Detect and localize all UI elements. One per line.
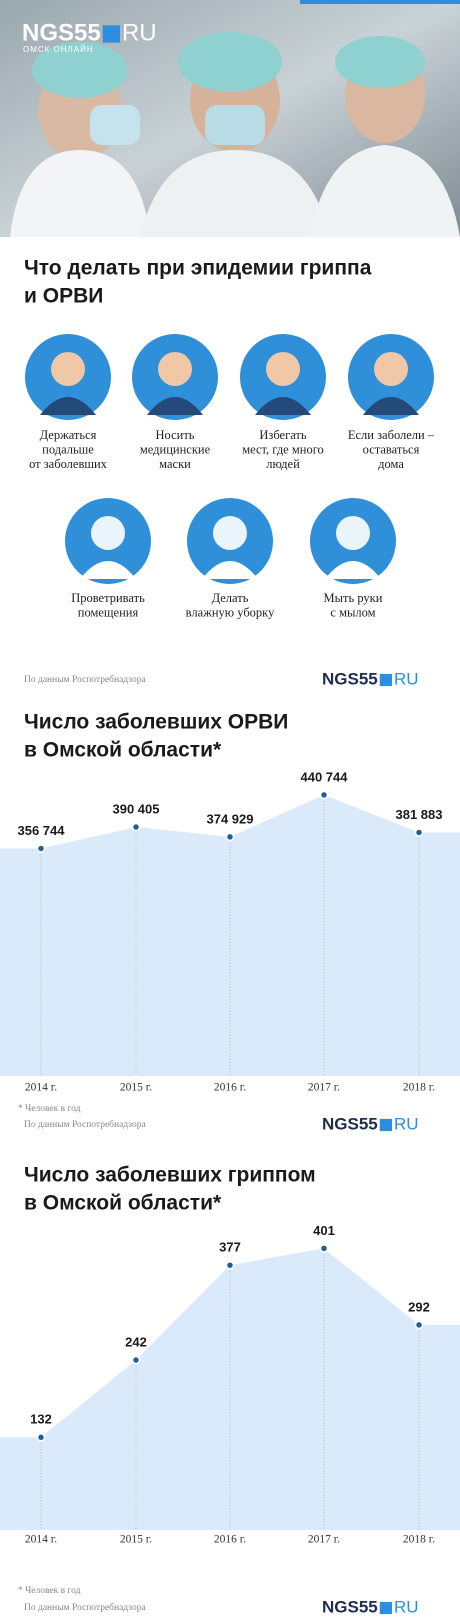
- value-label: 242: [125, 1334, 147, 1349]
- footnote: * Человек в год: [18, 1104, 81, 1114]
- x-tick-label: 2016 г.: [214, 1534, 246, 1546]
- value-label: 356 744: [18, 823, 66, 838]
- value-label: 374 929: [207, 811, 254, 826]
- tip-label: Если заболели –: [348, 428, 435, 442]
- tip-label: подальше: [42, 442, 94, 456]
- tip-icon-body: [255, 397, 311, 415]
- point: [319, 790, 329, 800]
- logo-main: NGS55: [322, 669, 378, 688]
- tip-icon-head: [91, 516, 125, 550]
- photo-figures: [10, 32, 460, 237]
- tip-icon-body: [80, 561, 136, 579]
- value-label: 440 744: [301, 769, 349, 784]
- tip-label: с мылом: [330, 605, 375, 619]
- logo-tagline: ОМСК ОНЛАЙН: [23, 45, 94, 54]
- tip-label: помещения: [78, 605, 139, 619]
- source-note: По данным Роспотребнадзора: [24, 674, 146, 685]
- point: [36, 1433, 46, 1442]
- x-tick-label: 2018 г.: [403, 1082, 435, 1094]
- chart-title: в Омской области*: [24, 1192, 222, 1215]
- tip-label: маски: [159, 457, 191, 471]
- tip-label: медицинские: [140, 442, 211, 456]
- chart-title: Число заболевших ОРВИ: [24, 711, 288, 734]
- section-title: Что делать при эпидемии гриппа: [24, 257, 372, 280]
- tip-label: людей: [266, 457, 300, 471]
- tip-label: Держаться: [40, 428, 97, 442]
- x-tick-label: 2016 г.: [214, 1082, 246, 1094]
- tip-icon-head: [213, 516, 247, 550]
- section-title: и ОРВИ: [24, 285, 103, 308]
- point: [414, 1320, 424, 1330]
- point: [131, 822, 141, 832]
- logo-square: [379, 1118, 392, 1132]
- footnote: * Человек в год: [18, 1586, 81, 1596]
- value-label: 377: [219, 1240, 241, 1255]
- logo-domain: RU: [122, 19, 157, 46]
- logo-main: NGS55: [322, 1114, 378, 1133]
- x-tick-label: 2014 г.: [25, 1534, 57, 1546]
- logo-square: [379, 1601, 392, 1615]
- value-label: 390 405: [113, 801, 160, 816]
- header-accent: [300, 0, 460, 4]
- point: [414, 828, 424, 837]
- tip-label: оставаться: [363, 442, 420, 456]
- value-label: 401: [313, 1223, 335, 1238]
- tip-label: Проветривать: [71, 591, 145, 605]
- tip-icon-head: [158, 352, 192, 386]
- value-label: 292: [408, 1299, 430, 1314]
- point: [131, 1355, 141, 1365]
- tip-icon-head: [374, 352, 408, 386]
- tip-label: мест, где много: [242, 442, 324, 456]
- area: [0, 794, 460, 1076]
- tip-label: от заболевших: [29, 457, 108, 471]
- source-note: По данным Роспотребнадзора: [24, 1119, 146, 1130]
- x-tick-label: 2015 г.: [120, 1082, 152, 1094]
- source-note: По данным Роспотребнадзора: [24, 1602, 146, 1613]
- tip-label: Делать: [212, 591, 249, 605]
- point: [36, 844, 46, 853]
- chart-title: в Омской области*: [24, 739, 222, 762]
- tip-icon-body: [325, 561, 381, 579]
- value-label: 132: [30, 1412, 52, 1427]
- logo-main: NGS55: [322, 1597, 378, 1616]
- x-tick-label: 2015 г.: [120, 1534, 152, 1546]
- logo-square: [102, 25, 120, 43]
- logo-domain: RU: [394, 1597, 419, 1616]
- tip-label: влажную уборку: [186, 605, 275, 619]
- tip-icon-body: [202, 561, 258, 579]
- x-tick-label: 2017 г.: [308, 1534, 340, 1546]
- point: [225, 1260, 235, 1270]
- logo-square: [379, 673, 392, 687]
- point: [319, 1244, 329, 1253]
- point: [225, 832, 235, 842]
- logo-main: NGS55: [22, 19, 101, 46]
- tip-icon-body: [40, 397, 96, 415]
- chart-title: Число заболевших гриппом: [24, 1164, 316, 1187]
- logo-domain: RU: [394, 669, 419, 688]
- tip-label: Носить: [156, 428, 195, 442]
- x-tick-label: 2014 г.: [25, 1082, 57, 1094]
- x-tick-label: 2018 г.: [403, 1534, 435, 1546]
- tip-icon-body: [363, 397, 419, 415]
- tip-label: дома: [378, 457, 404, 471]
- tip-label: Избегать: [259, 428, 307, 442]
- tip-icon-head: [266, 352, 300, 386]
- logo-domain: RU: [394, 1114, 419, 1133]
- tip-icon-body: [147, 397, 203, 415]
- value-label: 381 883: [396, 807, 443, 822]
- tip-icon-head: [51, 352, 85, 386]
- tip-icon-head: [336, 516, 370, 550]
- x-tick-label: 2017 г.: [308, 1082, 340, 1094]
- tip-label: Мыть руки: [324, 591, 383, 605]
